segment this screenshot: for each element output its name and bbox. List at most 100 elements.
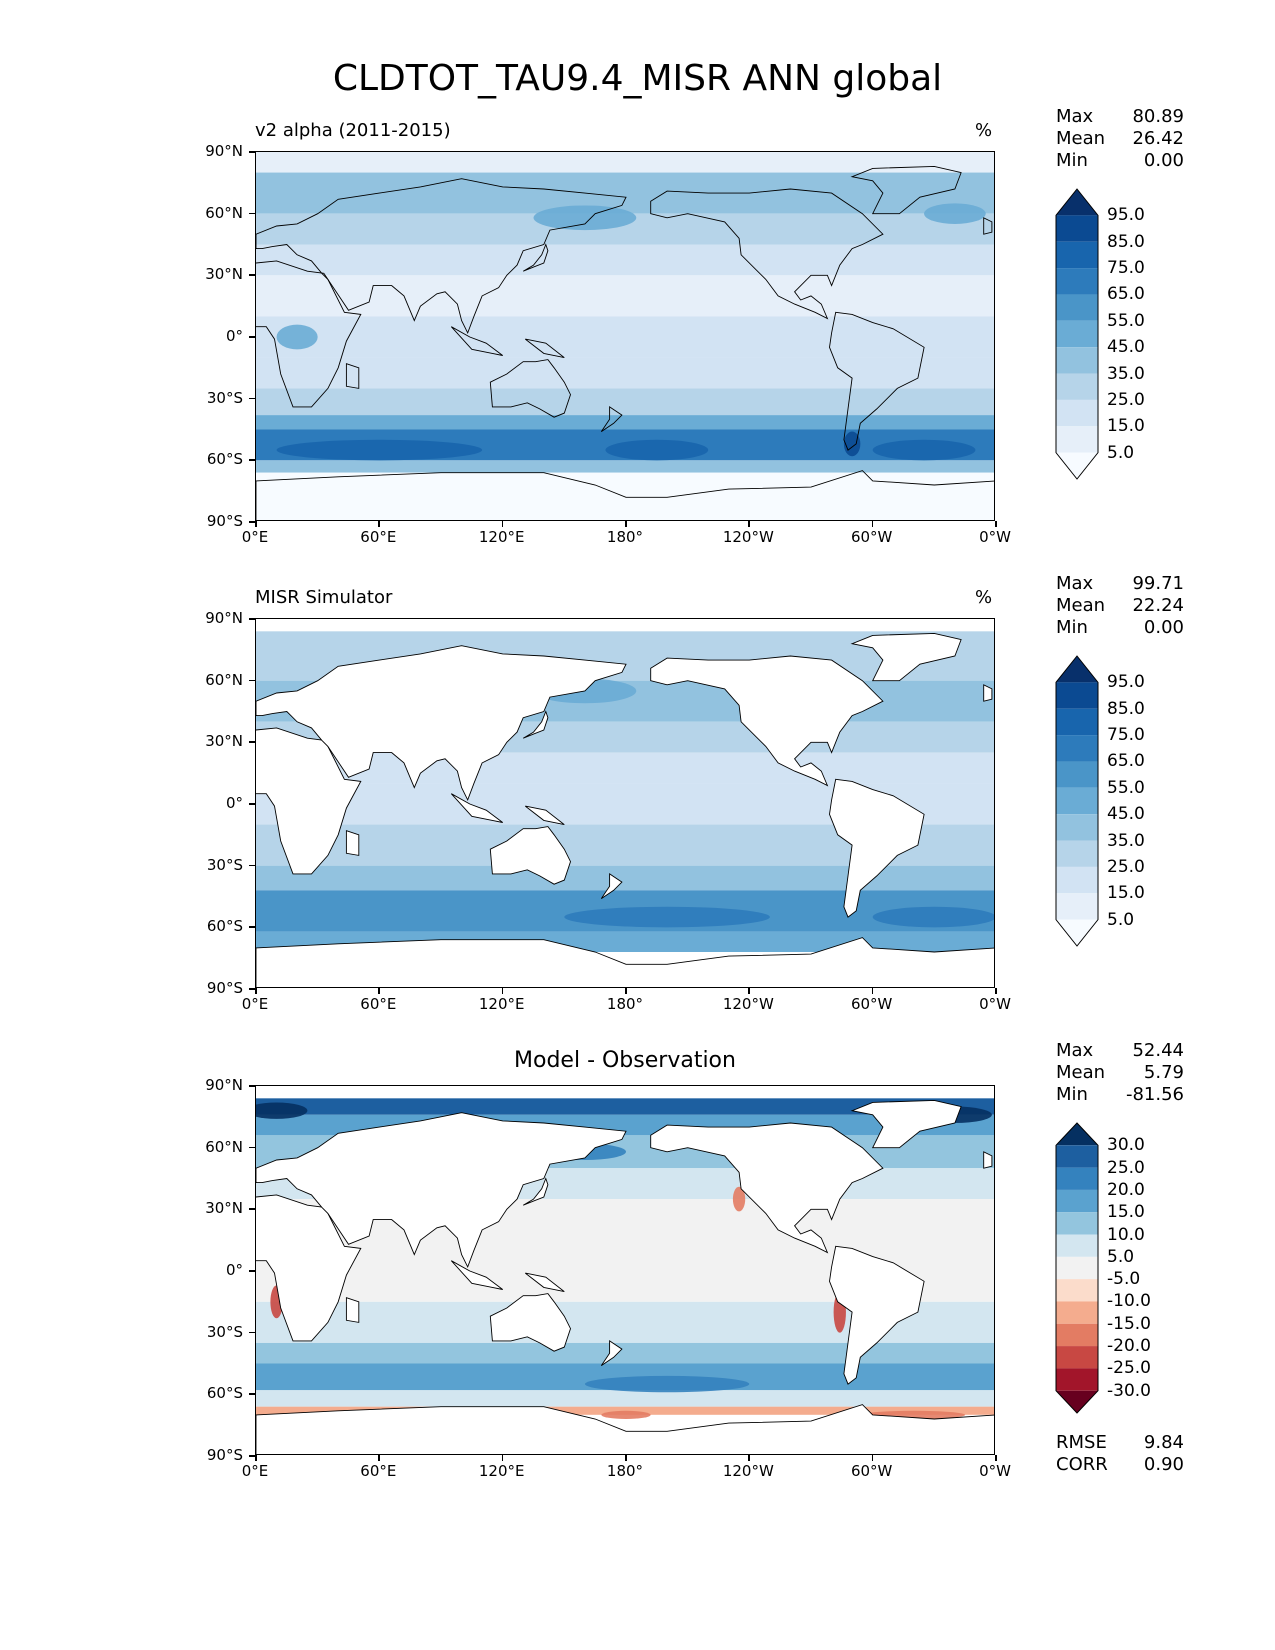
lon-tick-label: 120°W <box>722 528 774 546</box>
lon-tick-label: 180° <box>606 1462 644 1480</box>
lat-tick-label: 90°S <box>206 1446 243 1464</box>
max-value: 52.44 <box>1132 1040 1184 1061</box>
colorbar-tick-label: 85.0 <box>1107 231 1145 252</box>
lon-tick-label: 120°W <box>722 995 774 1013</box>
colorbar-swatch <box>1056 1279 1098 1302</box>
lat-tick-label: 90°S <box>206 512 243 530</box>
lon-tick-label: 60°W <box>850 1462 893 1480</box>
lat-tick-label: 30°N <box>205 732 243 751</box>
panel-subtitle: Model - Observation <box>514 1048 736 1073</box>
lon-tick-mark <box>625 1455 627 1461</box>
lat-tick-label: 0° <box>225 794 243 812</box>
stats-box: Max 99.71 Mean 22.24 Min 0.00 <box>1056 573 1184 639</box>
colorbar-tick-label: 15.0 <box>1107 883 1145 904</box>
map-observation <box>255 618 995 988</box>
lon-tick-mark <box>748 521 750 527</box>
colorbar-tick-label: -25.0 <box>1107 1358 1151 1379</box>
colorbar-tick-label: 95.0 <box>1107 672 1145 693</box>
map-difference <box>255 1085 995 1455</box>
map-model <box>255 151 995 521</box>
colorbar-swatch <box>1056 215 1098 242</box>
colorbar-swatch <box>1056 735 1098 762</box>
panel-difference: Model - Observation Max 52.44 Mean 5.79 Mi… <box>0 1040 1275 1512</box>
lat-tick-label: 60°S <box>206 1384 243 1403</box>
colorbar-tick-label: 85.0 <box>1107 698 1145 719</box>
lon-tick-label: 0°W <box>979 528 1011 546</box>
colorbar-tick-label: 35.0 <box>1107 830 1145 851</box>
lon-tick-label: 120°W <box>722 1462 774 1480</box>
colorbar-swatch <box>1056 840 1098 867</box>
min-label: Min <box>1056 1084 1088 1105</box>
lat-tick-mark <box>249 521 255 523</box>
lon-tick-label: 60°W <box>850 995 893 1013</box>
lon-tick-mark <box>748 988 750 994</box>
lon-tick-label: 180° <box>606 528 644 546</box>
lat-tick-mark <box>249 151 255 153</box>
colorbar-extend-min <box>1056 1390 1098 1413</box>
colorbar-tick-label: 25.0 <box>1107 856 1145 877</box>
panel-observation: MISR Simulator % Max 99.71 Mean 22.24 Min 0… <box>0 573 1275 1045</box>
figure-title: CLDTOT_TAU9.4_MISR ANN global <box>332 58 943 99</box>
lon-tick-label: 0°W <box>979 995 1011 1013</box>
colorbar-tick-label: 5.0 <box>1107 909 1135 930</box>
lat-tick-mark <box>249 1146 255 1149</box>
lon-tick-mark <box>995 521 997 527</box>
colorbar-outline <box>1055 188 1099 480</box>
colorbar-outline <box>1055 655 1099 947</box>
lon-tick-mark <box>255 1455 257 1461</box>
colorbar-extend-max <box>1056 1123 1098 1146</box>
error-stats: RMSE 9.84 CORR 0.90 <box>1056 1432 1184 1476</box>
map-field <box>256 1086 994 1454</box>
map-field <box>256 152 994 520</box>
lat-tick-label: 30°S <box>206 388 243 407</box>
min-label: Min <box>1056 150 1088 171</box>
lon-tick-label: 60°E <box>360 528 397 546</box>
colorbar-tick-label: 65.0 <box>1107 751 1145 772</box>
mean-value: 22.24 <box>1132 595 1184 616</box>
colorbar-swatch <box>1056 241 1098 269</box>
lat-tick-mark <box>249 803 255 805</box>
lat-tick-mark <box>249 1331 255 1334</box>
colorbar-extend-min <box>1056 919 1098 946</box>
lon-tick-mark <box>501 521 504 527</box>
colorbar-swatch <box>1056 708 1098 736</box>
lat-tick-label: 90°N <box>205 1076 243 1094</box>
lat-tick-mark <box>249 679 255 682</box>
colorbar-tick-label: -5.0 <box>1107 1269 1141 1290</box>
colorbar-swatch <box>1056 893 1098 920</box>
colorbar-tick-label: -30.0 <box>1107 1380 1151 1401</box>
lon-tick-label: 120°E <box>478 1462 525 1480</box>
colorbar-swatch <box>1056 866 1098 894</box>
corr-value: 0.90 <box>1143 1454 1184 1475</box>
lon-tick-label: 0°E <box>241 995 269 1013</box>
lat-tick-mark <box>249 1085 255 1087</box>
lon-tick-mark <box>255 988 257 994</box>
lon-tick-label: 60°E <box>360 1462 397 1480</box>
max-value: 99.71 <box>1132 573 1184 594</box>
colorbar-tick-label: -15.0 <box>1107 1313 1151 1334</box>
min-value: 0.00 <box>1143 150 1184 171</box>
stats-box: Max 80.89 Mean 26.42 Min 0.00 <box>1056 106 1184 172</box>
min-label: Min <box>1056 617 1088 638</box>
corr-label: CORR <box>1056 1454 1108 1475</box>
lon-tick-mark <box>378 988 380 994</box>
lon-tick-mark <box>625 988 627 994</box>
colorbar-tick-label: 75.0 <box>1107 258 1145 279</box>
colorbar-swatches <box>1055 188 1099 480</box>
lat-tick-label: 90°N <box>205 609 243 627</box>
units-label: % <box>975 587 993 608</box>
colorbar-tick-label: 35.0 <box>1107 363 1145 384</box>
lat-tick-label: 60°N <box>205 670 243 689</box>
colorbar-swatch <box>1056 761 1098 788</box>
lat-tick-label: 60°S <box>206 917 243 936</box>
lat-tick-mark <box>249 336 255 338</box>
min-value: -81.56 <box>1125 1084 1184 1105</box>
colorbar-swatch <box>1056 814 1098 841</box>
lon-tick-mark <box>501 1455 504 1461</box>
mean-label: Mean <box>1056 1062 1106 1083</box>
colorbar-swatch <box>1056 1234 1098 1257</box>
colorbar-outline <box>1055 1122 1099 1414</box>
lon-tick-mark <box>871 521 874 527</box>
colorbar-swatch <box>1056 426 1098 453</box>
lat-tick-mark <box>249 274 255 276</box>
